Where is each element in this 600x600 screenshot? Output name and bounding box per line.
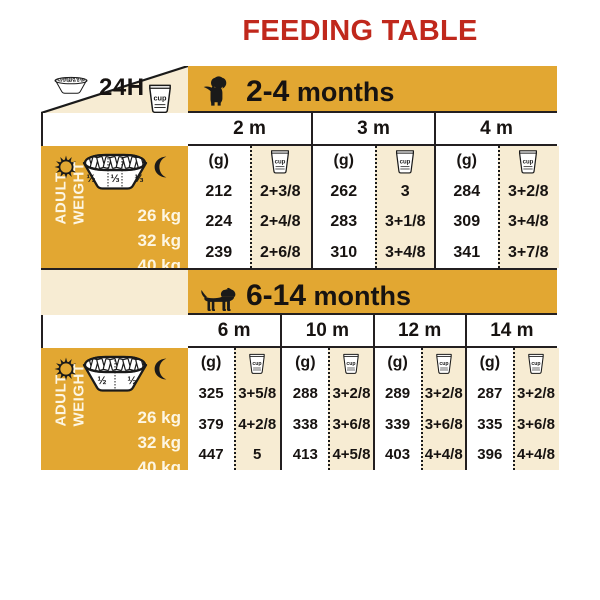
svg-text:cup: cup — [253, 361, 262, 367]
svg-text:cup: cup — [153, 94, 167, 103]
svg-text:cup: cup — [275, 160, 286, 166]
svg-text:cup: cup — [400, 160, 411, 166]
svg-text:cup: cup — [523, 160, 534, 166]
svg-text:cup: cup — [439, 361, 448, 367]
svg-text:cup: cup — [531, 361, 540, 367]
svg-text:cup: cup — [347, 361, 356, 367]
